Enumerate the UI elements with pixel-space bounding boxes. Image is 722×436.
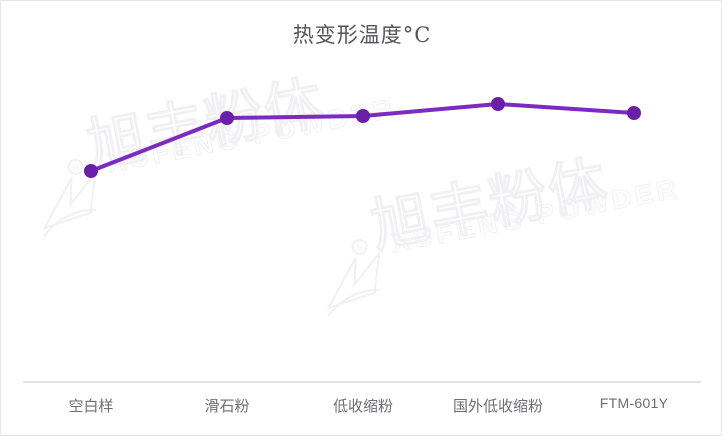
x-axis-tick-labels: 空白样 滑石粉 低收缩粉 国外低收缩粉 FTM-601Y [1, 395, 721, 425]
x-axis-tick-label: 国外低收缩粉 [452, 397, 544, 415]
x-axis-tick-label: FTM-601Y [599, 395, 669, 411]
data-point-marker[interactable] [627, 106, 641, 120]
x-axis-tick-label: 低收缩粉 [332, 397, 394, 415]
x-axis-tick-label: 滑石粉 [204, 397, 250, 415]
x-axis-tick-label: 空白样 [68, 397, 114, 415]
series-markers [84, 97, 641, 178]
watermark-logo: R 旭丰粉体 XUFENG POWDER [326, 135, 683, 317]
x-axis-line [23, 381, 701, 383]
watermark-logo: R 旭丰粉体 XUFENG POWDER [42, 55, 399, 237]
chart-title: 热变形温度°C [292, 23, 432, 47]
data-point-marker[interactable] [356, 109, 370, 123]
svg-text:R: R [72, 162, 81, 173]
data-point-marker[interactable] [84, 164, 98, 178]
svg-text:R: R [356, 242, 365, 253]
watermark-logo-icon: R [42, 158, 97, 237]
data-point-marker[interactable] [491, 97, 505, 111]
data-point-marker[interactable] [220, 111, 234, 125]
watermark-logo-icon: R [326, 238, 381, 317]
